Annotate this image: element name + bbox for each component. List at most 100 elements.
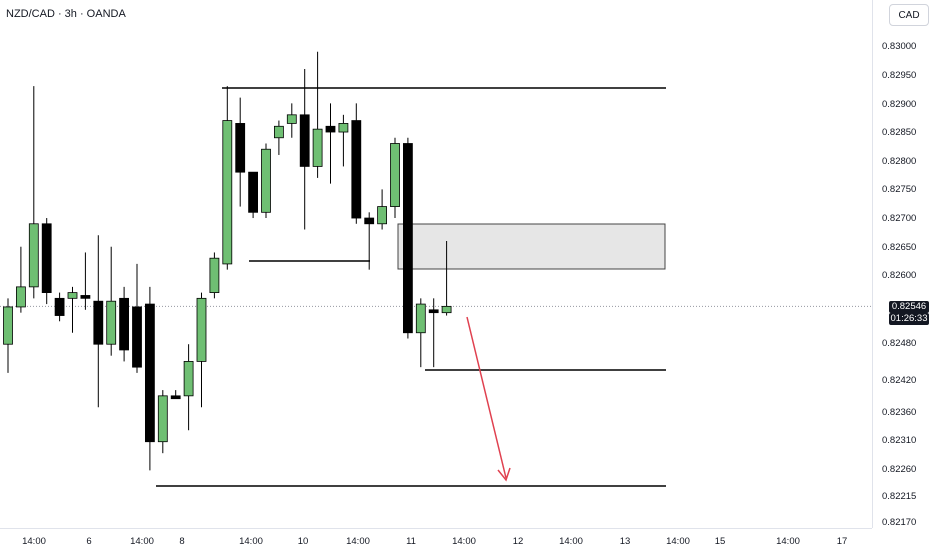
price-tick-label: 0.82850 — [882, 127, 916, 138]
candle — [441, 240, 452, 316]
candle — [15, 246, 26, 313]
time-tick-label: 14:00 — [559, 536, 583, 547]
candle-body — [222, 120, 233, 265]
candle-body — [235, 123, 246, 173]
candle — [428, 298, 439, 368]
time-tick-label: 12 — [513, 536, 524, 547]
candle-body — [183, 361, 194, 397]
candle — [54, 292, 65, 322]
time-tick-label: 8 — [179, 536, 184, 547]
candle — [261, 143, 271, 219]
candle-body — [441, 305, 452, 314]
candle — [67, 286, 78, 333]
candle-body — [402, 143, 413, 334]
candle-body — [299, 114, 310, 167]
candle-body — [41, 223, 52, 294]
price-tick-label: 0.82360 — [882, 407, 916, 418]
candle — [235, 97, 246, 207]
candle — [28, 86, 39, 299]
candle-body — [157, 395, 168, 443]
candle-body — [209, 257, 220, 294]
price-tick-label: 0.82950 — [882, 70, 916, 81]
candle-body — [312, 128, 323, 167]
candle — [312, 51, 323, 178]
time-tick-label: 11 — [406, 536, 416, 547]
time-tick-label: 14:00 — [130, 536, 154, 547]
candle-body — [196, 297, 207, 362]
candle — [119, 286, 129, 362]
candle-body — [364, 217, 375, 225]
supply-zone-rect — [397, 223, 666, 270]
candle-body — [377, 206, 388, 225]
candle-body — [338, 123, 349, 133]
price-tick-label: 0.82700 — [882, 213, 916, 224]
time-tick-label: 6 — [86, 536, 91, 547]
candle-body — [286, 114, 297, 124]
candle-body — [93, 300, 104, 345]
candle — [351, 103, 362, 224]
candle — [132, 263, 142, 373]
candle-body — [170, 395, 181, 400]
candle — [106, 246, 117, 356]
candle — [3, 298, 13, 373]
candle — [157, 390, 168, 454]
price-tick-label: 0.82650 — [882, 242, 916, 253]
candle-body — [80, 295, 91, 299]
candle-body — [390, 143, 400, 207]
price-tick-label: 0.82170 — [882, 517, 916, 528]
candle — [402, 137, 413, 339]
candle — [377, 189, 388, 230]
candle — [80, 252, 91, 310]
candle-body — [325, 125, 336, 133]
price-axis[interactable]: 0.83000 0.82950 0.82900 0.82850 0.82800 0.827… — [872, 0, 932, 528]
price-tick-label: 0.82215 — [882, 491, 916, 502]
candle-body — [119, 297, 129, 351]
price-tick-label: 0.82600 — [882, 270, 916, 281]
candle-body — [28, 223, 39, 288]
time-tick-label: 14:00 — [776, 536, 800, 547]
price-tick-label: 0.82900 — [882, 99, 916, 110]
price-tick-label: 0.82310 — [882, 435, 916, 446]
drawings-layer — [0, 87, 872, 487]
price-tick-label: 0.82750 — [882, 184, 916, 195]
candle-body — [351, 120, 362, 219]
candle — [183, 344, 194, 431]
time-tick-label: 14:00 — [452, 536, 476, 547]
time-tick-label: 17 — [837, 536, 848, 547]
candle — [196, 292, 207, 408]
candle — [209, 252, 220, 299]
candle-body — [67, 292, 78, 299]
candle — [41, 218, 52, 305]
candle — [273, 120, 284, 155]
candle — [144, 286, 155, 471]
time-tick-label: 14:00 — [239, 536, 263, 547]
candle — [170, 390, 181, 400]
candle — [415, 298, 426, 368]
time-axis-ticks: 14:00 6 14:00 8 14:00 10 14:00 11 14:00 12 14:00 13… — [22, 536, 848, 547]
candle-body — [132, 306, 142, 368]
countdown-tag: 01:26:33 — [889, 313, 929, 325]
symbol-title: NZD/CAD · 3h · OANDA — [6, 8, 126, 20]
candle-body — [106, 300, 117, 345]
candle-body — [428, 309, 439, 314]
time-tick-label: 13 — [620, 536, 631, 547]
candle-body — [415, 303, 426, 334]
candle-body — [54, 297, 65, 316]
price-tick-label: 0.83000 — [882, 41, 916, 52]
time-tick-label: 10 — [298, 536, 309, 547]
candle-body — [3, 306, 13, 345]
currency-badge[interactable]: CAD — [889, 4, 929, 26]
time-tick-label: 14:00 — [22, 536, 46, 547]
price-tick-label: 0.82480 — [882, 338, 916, 349]
candle-body — [15, 286, 26, 308]
candle-body — [261, 148, 271, 213]
candle-body — [144, 303, 155, 443]
candle — [93, 235, 104, 408]
projection-arrowhead — [497, 467, 511, 482]
time-tick-label: 15 — [715, 536, 726, 547]
candle-body — [248, 171, 259, 213]
time-axis[interactable]: 14:00 6 14:00 8 14:00 10 14:00 11 14:00 12 14:00 13… — [0, 528, 872, 551]
price-tick-label: 0.82260 — [882, 464, 916, 475]
